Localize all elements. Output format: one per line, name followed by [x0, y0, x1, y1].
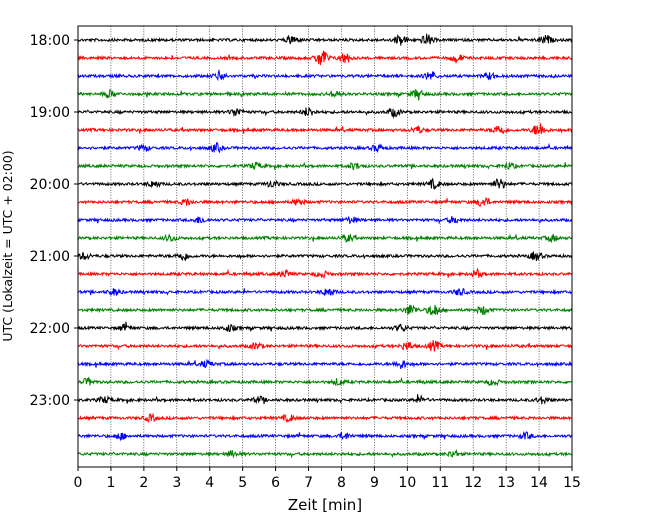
x-tick-label: 10 — [398, 475, 416, 491]
trace-line — [77, 68, 573, 82]
trace-line — [77, 251, 573, 262]
y-tick-label: 22:00 — [30, 321, 70, 337]
x-axis-ticks: 0 1 2 3 4 5 6 7 8 9 10 11 12 13 14 15 — [74, 467, 581, 491]
trace-line — [77, 177, 573, 190]
trace-line — [77, 358, 572, 370]
y-tick-label: 21:00 — [30, 249, 70, 265]
x-tick-label: 11 — [431, 475, 449, 491]
x-axis-label: Zeit [min] — [288, 496, 362, 514]
trace-line — [77, 233, 573, 244]
y-tick-label: 23:00 — [30, 393, 70, 409]
x-tick-label: 4 — [205, 475, 214, 491]
x-tick-label: 8 — [337, 475, 346, 491]
x-tick-label: 7 — [304, 475, 313, 491]
trace-line — [77, 88, 573, 101]
trace-line — [77, 33, 573, 46]
trace-line — [77, 448, 572, 459]
trace-line — [77, 376, 572, 387]
trace-line — [77, 339, 573, 352]
x-tick-label: 14 — [530, 475, 548, 491]
x-tick-label: 6 — [271, 475, 280, 491]
y-axis-ticks: 18:00 19:00 20:00 21:00 22:00 23:00 — [30, 33, 78, 409]
trace-line — [77, 430, 573, 442]
x-tick-label: 1 — [106, 475, 115, 491]
trace-line — [77, 161, 573, 171]
y-tick-label: 19:00 — [30, 105, 70, 121]
x-tick-label: 3 — [172, 475, 181, 491]
x-tick-label: 13 — [497, 475, 515, 491]
trace-line — [77, 123, 573, 135]
trace-line — [77, 107, 573, 119]
x-tick-label: 9 — [370, 475, 379, 491]
x-tick-label: 2 — [139, 475, 148, 491]
y-tick-label: 20:00 — [30, 177, 70, 193]
trace-line — [77, 412, 573, 423]
trace-line — [77, 142, 573, 154]
x-tick-label: 0 — [74, 475, 83, 491]
plot-frame — [77, 25, 573, 468]
y-tick-label: 18:00 — [30, 33, 70, 49]
x-tick-label: 12 — [464, 475, 482, 491]
trace-line — [77, 287, 573, 297]
trace-line — [77, 267, 573, 280]
trace-line — [77, 394, 573, 405]
trace-layer — [77, 33, 573, 459]
trace-line — [77, 197, 573, 208]
trace-line — [77, 321, 573, 333]
trace-line — [77, 304, 573, 316]
x-tick-label: 5 — [238, 475, 247, 491]
trace-line — [77, 215, 573, 225]
x-tick-label: 15 — [563, 475, 581, 491]
vertical-grid — [110, 26, 540, 467]
trace-line — [77, 50, 573, 66]
y-axis-label: UTC (Lokalzeit = UTC + 02:00) — [0, 150, 15, 341]
